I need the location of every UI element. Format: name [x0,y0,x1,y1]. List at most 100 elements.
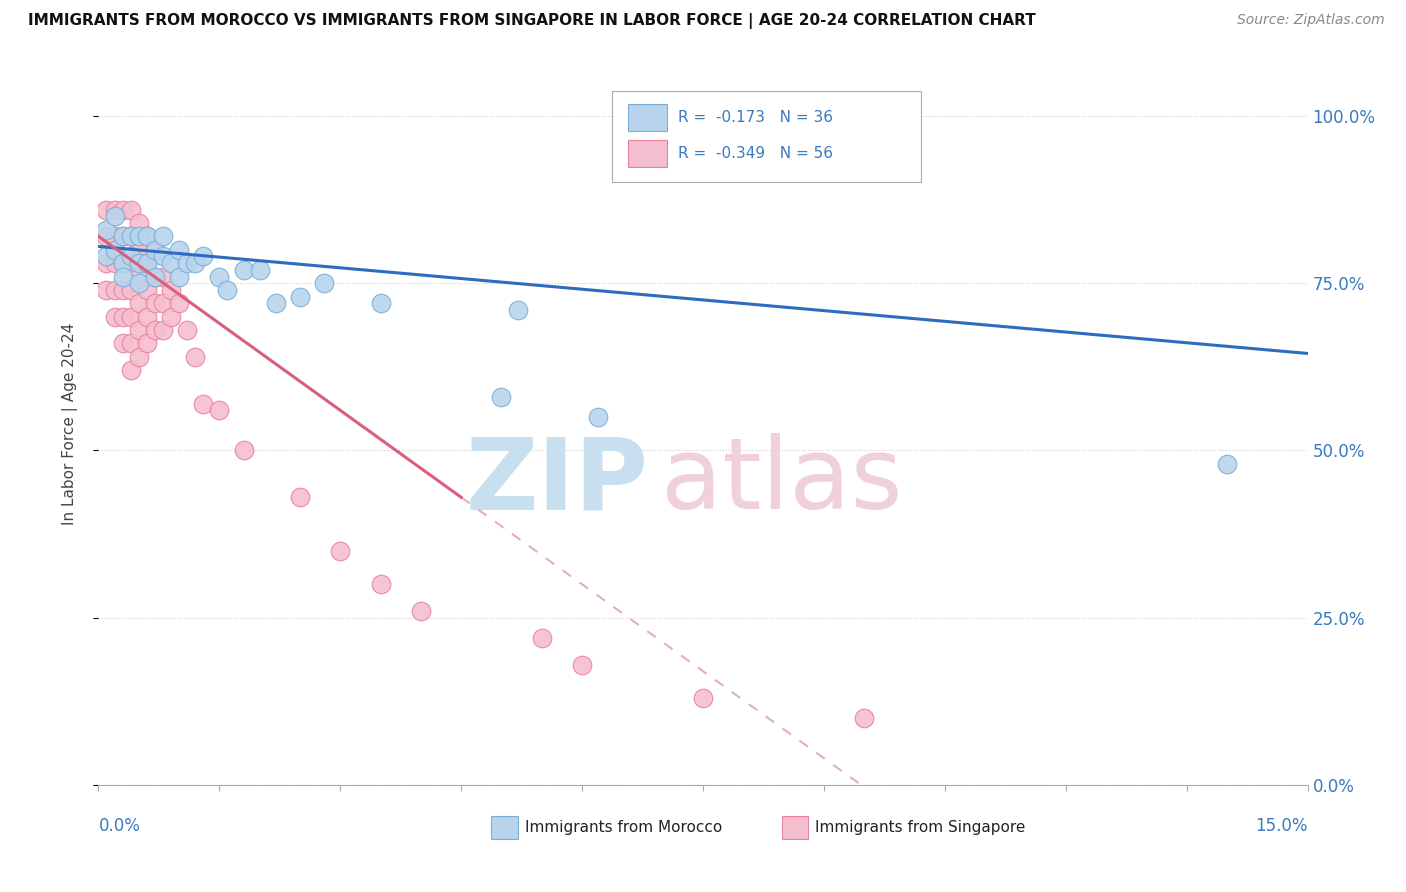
Point [160,310,183,324]
Point [491,390,513,404]
Point [135,256,157,270]
Text: 0.0%: 0.0% [98,817,141,836]
Text: R =  -0.173   N = 36: R = -0.173 N = 36 [678,110,832,125]
Point [152,269,174,284]
Point [103,310,125,324]
Point [329,544,352,558]
Point [167,243,190,257]
Text: R =  -0.349   N = 56: R = -0.349 N = 56 [678,146,832,161]
Point [232,443,254,458]
Point [853,711,876,725]
Point [160,283,183,297]
Point [193,250,215,264]
Point [120,229,142,244]
Point [530,631,553,645]
Point [120,336,142,351]
Point [128,216,150,230]
Point [143,243,166,257]
Point [370,296,392,310]
Point [143,323,166,337]
Point [120,229,142,244]
Text: IMMIGRANTS FROM MOROCCO VS IMMIGRANTS FROM SINGAPORE IN LABOR FORCE | AGE 20-24 : IMMIGRANTS FROM MOROCCO VS IMMIGRANTS FR… [28,13,1036,29]
Point [128,296,150,310]
Point [217,283,239,297]
Text: atlas: atlas [661,433,903,530]
FancyBboxPatch shape [613,91,921,182]
Point [135,229,157,244]
Point [506,303,529,318]
Point [103,210,125,224]
Point [143,296,166,310]
Point [314,277,336,291]
Point [128,350,150,364]
Point [103,243,125,257]
Point [167,296,190,310]
Point [232,263,254,277]
Text: Immigrants from Singapore: Immigrants from Singapore [815,820,1026,835]
Point [96,256,118,270]
Point [143,269,166,284]
Bar [782,816,808,839]
Point [128,277,150,291]
Point [184,350,207,364]
Bar [492,816,517,839]
Bar [628,140,666,167]
Point [96,283,118,297]
Point [135,256,157,270]
Point [184,256,207,270]
Point [111,269,134,284]
Point [152,296,174,310]
Point [96,223,118,237]
Point [135,283,157,297]
Point [120,363,142,377]
Point [120,256,142,270]
Point [120,283,142,297]
Point [571,657,593,672]
Point [128,243,150,257]
Point [409,604,432,618]
Point [167,269,190,284]
Point [193,396,215,410]
Point [128,269,150,284]
Point [152,250,174,264]
Point [128,256,150,270]
Point [135,229,157,244]
Point [103,202,125,217]
Point [111,229,134,244]
Point [128,229,150,244]
Point [176,323,198,337]
Point [208,403,231,417]
Text: 15.0%: 15.0% [1256,817,1308,836]
Point [208,269,231,284]
Point [111,202,134,217]
Point [96,202,118,217]
Point [96,229,118,244]
Point [152,229,174,244]
Point [111,256,134,270]
Point [692,690,714,705]
Point [103,283,125,297]
Point [120,310,142,324]
Point [249,263,271,277]
Point [96,250,118,264]
Point [103,229,125,244]
Point [143,269,166,284]
Point [120,202,142,217]
Y-axis label: In Labor Force | Age 20-24: In Labor Force | Age 20-24 [62,323,77,524]
Text: Immigrants from Morocco: Immigrants from Morocco [526,820,723,835]
Point [111,229,134,244]
Point [264,296,287,310]
Point [111,336,134,351]
Point [120,250,142,264]
Point [111,256,134,270]
Point [370,577,392,591]
Point [135,336,157,351]
Point [128,323,150,337]
Point [288,490,311,504]
Point [152,323,174,337]
Point [135,310,157,324]
Text: Source: ZipAtlas.com: Source: ZipAtlas.com [1237,13,1385,28]
Bar [628,103,666,131]
Point [160,256,183,270]
Text: ZIP: ZIP [465,433,648,530]
